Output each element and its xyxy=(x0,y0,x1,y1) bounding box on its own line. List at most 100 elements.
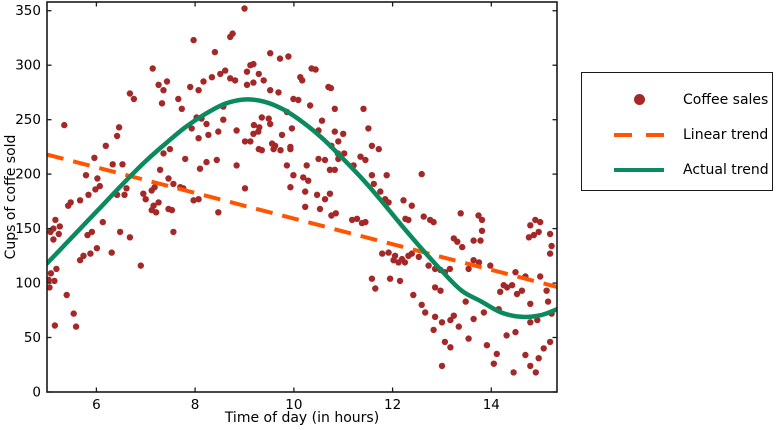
scatter-point xyxy=(76,197,84,204)
scatter-point xyxy=(302,188,309,195)
scatter-point xyxy=(258,114,265,121)
scatter-point xyxy=(512,269,519,276)
scatter-point xyxy=(290,172,297,179)
scatter-point xyxy=(326,166,334,173)
scatter-point xyxy=(405,216,412,224)
scatter-point xyxy=(63,291,70,299)
scatter-point xyxy=(527,319,534,326)
scatter-point xyxy=(431,284,439,291)
scatter-point xyxy=(408,250,415,257)
y-tick-label: 250 xyxy=(15,112,41,128)
scatter-point xyxy=(152,209,160,216)
scatter-point xyxy=(61,121,68,129)
scatter-point xyxy=(203,120,210,128)
x-tick-label: 12 xyxy=(384,397,401,413)
scatter-point xyxy=(544,298,552,305)
scatter-point xyxy=(109,161,116,168)
scatter-point xyxy=(151,184,158,191)
legend-label: Actual trend xyxy=(683,161,769,178)
scatter-point xyxy=(287,184,294,191)
scatter-point xyxy=(437,287,444,294)
scatter-point xyxy=(385,199,392,206)
scatter-point xyxy=(527,362,534,370)
scatter-point xyxy=(400,197,407,204)
scatter-point xyxy=(190,36,197,44)
scatter-point xyxy=(87,250,94,257)
scatter-point xyxy=(470,315,477,323)
scatter-point xyxy=(165,175,172,182)
scatter-point xyxy=(205,131,212,139)
legend: Coffee sales Linear trend Actual trend xyxy=(581,72,773,191)
scatter-point xyxy=(368,142,376,149)
scatter-point xyxy=(546,230,554,238)
scatter-point xyxy=(483,342,491,349)
scatter-point xyxy=(267,50,274,57)
scatter-point xyxy=(140,190,147,197)
scatter-dot-icon xyxy=(614,94,664,105)
scatter-point xyxy=(535,355,542,362)
scatter-point xyxy=(211,48,219,56)
y-tick-label: 0 xyxy=(32,385,41,401)
scatter-point xyxy=(250,130,257,137)
scatter-point xyxy=(277,147,284,154)
scatter-point xyxy=(327,84,335,92)
scatter-point xyxy=(512,328,519,336)
scatter-point xyxy=(331,105,338,113)
scatter-point xyxy=(93,245,101,252)
y-tick-label: 50 xyxy=(24,330,41,346)
scatter-point xyxy=(525,234,533,241)
scatter-point xyxy=(55,230,62,238)
scatter-point xyxy=(348,216,356,224)
scatter-point xyxy=(215,128,222,135)
y-tick-label: 150 xyxy=(15,221,41,237)
scatter-point xyxy=(170,180,177,188)
scatter-point xyxy=(510,369,517,376)
scatter-point xyxy=(470,237,477,244)
scatter-point xyxy=(123,185,130,192)
scatter-point xyxy=(303,162,310,169)
scatter-point xyxy=(316,205,324,213)
scatter-point xyxy=(438,362,446,370)
scatter-point xyxy=(156,166,164,173)
scatter-point xyxy=(480,309,488,316)
scatter-point xyxy=(331,166,338,173)
scatter-point xyxy=(447,316,454,324)
scatter-point xyxy=(231,77,239,84)
scatter-point xyxy=(208,74,216,81)
scatter-point xyxy=(270,145,277,153)
scatter-point xyxy=(527,300,534,307)
scatter-point xyxy=(321,156,329,164)
scatter-point xyxy=(312,66,319,73)
scatter-point xyxy=(108,249,115,256)
scatter-point xyxy=(431,313,439,320)
scatter-point xyxy=(532,216,539,224)
scatter-point xyxy=(243,81,251,89)
scatter-point xyxy=(220,116,227,123)
scatter-point xyxy=(543,287,550,294)
scatter-point xyxy=(315,155,322,163)
scatter-point xyxy=(52,216,59,224)
scatter-point xyxy=(233,162,240,169)
scatter-point xyxy=(386,275,394,282)
scatter-point xyxy=(527,222,534,229)
scatter-point xyxy=(534,316,541,324)
scatter-point xyxy=(166,145,174,153)
scatter-point xyxy=(530,231,537,239)
scatter-point xyxy=(217,70,224,78)
scatter-point xyxy=(422,309,429,316)
scatter-point xyxy=(91,154,98,161)
scatter-point xyxy=(102,142,110,149)
scatter-point xyxy=(155,199,162,206)
scatter-point xyxy=(540,345,547,352)
scatter-point xyxy=(305,177,312,184)
scatter-point xyxy=(283,162,291,169)
scatter-point xyxy=(503,284,511,291)
scatter-point xyxy=(546,250,554,257)
y-tick-label: 100 xyxy=(15,276,41,292)
scatter-point xyxy=(353,215,361,222)
scatter-point xyxy=(260,77,267,84)
scatter-point xyxy=(170,228,177,236)
scatter-point xyxy=(465,265,472,273)
scatter-point xyxy=(241,185,249,192)
scatter-point xyxy=(299,77,306,84)
